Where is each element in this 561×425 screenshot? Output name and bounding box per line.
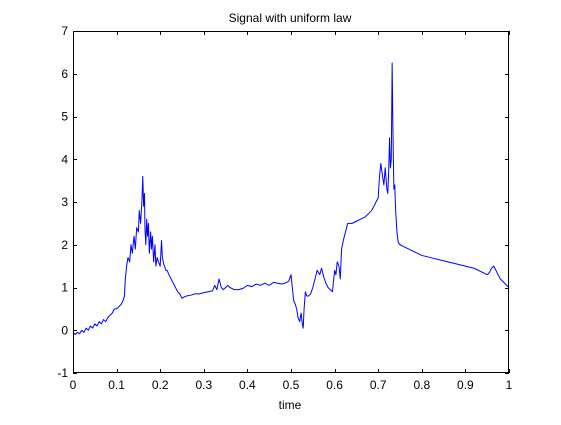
plot-area (73, 31, 509, 373)
x-tick-label: 0.7 (370, 378, 387, 392)
x-tick-label: 0 (70, 378, 77, 392)
x-tick-label: 0.4 (239, 378, 256, 392)
x-tick-label: 0.5 (283, 378, 300, 392)
chart-title: Signal with uniform law (229, 11, 352, 25)
y-tick-label: 3 (61, 195, 68, 209)
y-tick-label: 2 (61, 238, 68, 252)
x-tick-label: 0.6 (326, 378, 343, 392)
y-tick-label: 5 (61, 110, 68, 124)
x-tick-label: 0.2 (152, 378, 169, 392)
x-tick-label: 1 (506, 378, 513, 392)
y-tick-label: 6 (61, 67, 68, 81)
x-tick-label: 0.3 (195, 378, 212, 392)
y-tick-label: 4 (61, 152, 68, 166)
x-tick-label: 0.1 (108, 378, 125, 392)
x-tick-label: 0.8 (413, 378, 430, 392)
y-tick-label: -1 (57, 366, 68, 380)
x-axis-label: time (279, 398, 302, 412)
y-tick-label: 1 (61, 281, 68, 295)
y-tick-label: 7 (61, 24, 68, 38)
x-tick-label: 0.9 (457, 378, 474, 392)
y-tick-label: 0 (61, 323, 68, 337)
